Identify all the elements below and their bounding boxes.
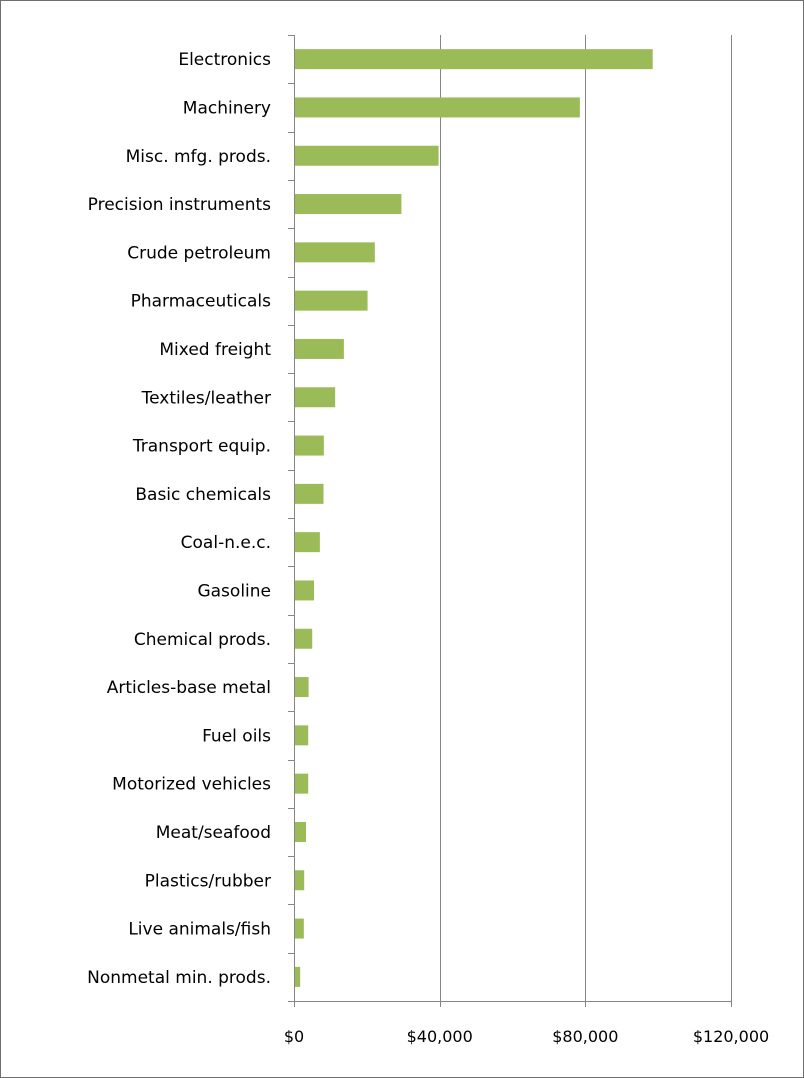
bar-2 bbox=[295, 145, 439, 166]
category-label-12: Chemical prods. bbox=[134, 630, 271, 650]
bar-17 bbox=[295, 870, 305, 891]
bar-5 bbox=[295, 290, 368, 311]
bar-3 bbox=[295, 194, 402, 215]
category-label-9: Basic chemicals bbox=[135, 485, 271, 505]
gridlines bbox=[440, 35, 732, 1001]
category-label-11: Gasoline bbox=[197, 581, 271, 601]
category-label-16: Meat/seafood bbox=[156, 823, 271, 843]
category-label-5: Pharmaceuticals bbox=[131, 292, 272, 312]
bar-6 bbox=[295, 338, 344, 359]
category-label-14: Fuel oils bbox=[202, 726, 271, 746]
category-label-8: Transport equip. bbox=[132, 437, 271, 457]
category-labels: Electronics Machinery Misc. mfg. prods. Pre… bbox=[87, 50, 271, 988]
x-tick-labels: $0 $40,000 $80,000 $120,000 bbox=[284, 1027, 769, 1046]
bar-13 bbox=[295, 677, 309, 698]
category-label-2: Misc. mfg. prods. bbox=[126, 147, 271, 167]
category-label-19: Nonmetal min. prods. bbox=[87, 968, 271, 988]
bar-16 bbox=[295, 821, 307, 842]
bar-0 bbox=[295, 49, 653, 70]
x-tick-label-1: $40,000 bbox=[407, 1027, 473, 1046]
category-label-6: Mixed freight bbox=[159, 340, 271, 360]
bar-11 bbox=[295, 580, 315, 601]
bar-15 bbox=[295, 773, 309, 794]
bar-9 bbox=[295, 483, 324, 504]
bar-7 bbox=[295, 387, 336, 408]
x-tick-label-2: $80,000 bbox=[552, 1027, 618, 1046]
bar-14 bbox=[295, 725, 309, 746]
category-label-0: Electronics bbox=[178, 50, 271, 70]
category-label-10: Coal-n.e.c. bbox=[181, 533, 271, 553]
bar-8 bbox=[295, 435, 324, 456]
category-label-18: Live animals/fish bbox=[128, 920, 271, 940]
category-label-13: Articles-base metal bbox=[107, 678, 271, 698]
axes bbox=[288, 35, 732, 1007]
bar-10 bbox=[295, 532, 320, 553]
x-tick-label-0: $0 bbox=[284, 1027, 304, 1046]
bar-19 bbox=[295, 966, 301, 987]
bar-1 bbox=[295, 97, 580, 118]
category-label-3: Precision instruments bbox=[88, 195, 271, 215]
bar-18 bbox=[295, 918, 304, 939]
bars bbox=[295, 49, 653, 987]
category-label-4: Crude petroleum bbox=[127, 243, 271, 263]
category-label-15: Motorized vehicles bbox=[112, 775, 271, 795]
bar-12 bbox=[295, 628, 313, 649]
category-label-17: Plastics/rubber bbox=[145, 871, 271, 891]
category-label-1: Machinery bbox=[183, 98, 271, 118]
x-tick-label-3: $120,000 bbox=[693, 1027, 769, 1046]
category-label-7: Textiles/leather bbox=[141, 388, 271, 408]
bar-4 bbox=[295, 242, 375, 263]
